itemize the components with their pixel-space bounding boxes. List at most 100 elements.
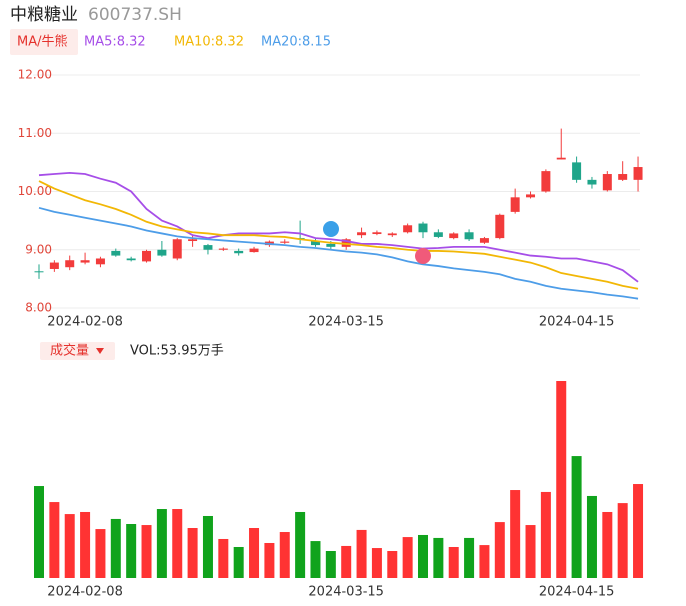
- y-tick-label: 8.00: [25, 301, 52, 315]
- candle-body: [249, 248, 259, 253]
- volume-bar: [448, 546, 459, 578]
- candle-body: [95, 258, 105, 265]
- volume-bar: [556, 381, 567, 578]
- volume-bar: [141, 525, 152, 578]
- candle-body: [633, 167, 643, 180]
- stock-name: 中粮糖业: [10, 5, 78, 25]
- stock-code: 600737.SH: [88, 5, 182, 25]
- volume-bar: [494, 522, 505, 578]
- volume-bar: [187, 528, 198, 578]
- volume-bar: [617, 503, 628, 578]
- candle-body: [418, 223, 428, 233]
- candle-body: [157, 249, 167, 256]
- ma-button-bg[interactable]: [10, 29, 78, 55]
- candle-body: [218, 248, 228, 250]
- candle-body: [310, 241, 320, 246]
- legend-entry: MA10:8.32: [174, 35, 244, 50]
- volume-bar: [202, 515, 213, 578]
- y-tick-label: 12.00: [18, 68, 52, 82]
- candle-body: [372, 232, 382, 235]
- candle-body: [556, 157, 566, 160]
- volume-bar: [110, 518, 121, 578]
- volume-bar: [540, 491, 551, 578]
- volume-bar: [479, 545, 490, 578]
- volume-bar: [264, 542, 275, 578]
- candle-body: [203, 245, 213, 250]
- volume-bar: [510, 490, 521, 578]
- volume-bar: [249, 528, 260, 578]
- x-tick-label: 2024-04-15: [539, 315, 615, 330]
- candle-body: [602, 174, 612, 191]
- volume-bar: [433, 537, 444, 578]
- candle-body: [126, 258, 136, 261]
- ma-button[interactable]: MA/牛熊: [17, 34, 68, 50]
- candle-body: [433, 232, 443, 237]
- volume-bar: [418, 534, 428, 578]
- candle-body: [188, 239, 198, 242]
- y-tick-label: 10.00: [18, 184, 52, 198]
- candle-body: [618, 174, 628, 180]
- candle-body: [587, 179, 597, 185]
- volume-bar: [95, 529, 106, 578]
- volume-bar: [571, 456, 582, 578]
- volume-bar: [586, 495, 597, 578]
- volume-bar: [279, 532, 290, 578]
- x-tick-label: 2024-02-08: [47, 315, 123, 330]
- bull-icon: [415, 248, 431, 264]
- candle-body: [464, 232, 474, 240]
- candle-body: [34, 271, 44, 273]
- volume-bar: [64, 514, 75, 578]
- volume-bar: [295, 511, 306, 578]
- y-tick-label: 11.00: [18, 126, 52, 140]
- candle-body: [387, 233, 397, 236]
- ma-line: [38, 206, 639, 300]
- volume-bar: [49, 502, 60, 578]
- volume-bar: [356, 529, 367, 578]
- volume-bar: [325, 551, 336, 578]
- volume-bar: [633, 484, 644, 578]
- volume-bar: [172, 509, 183, 578]
- candle-body: [142, 250, 152, 262]
- candle-body: [280, 241, 290, 243]
- candle-body: [49, 262, 59, 269]
- candle-body: [357, 232, 367, 236]
- candle-body: [510, 197, 520, 212]
- candle-body: [403, 225, 413, 233]
- candle-body: [541, 171, 551, 192]
- ma-line: [38, 180, 639, 290]
- candle-body: [526, 194, 536, 198]
- volume-bar: [218, 538, 229, 578]
- volume-bar: [34, 486, 44, 578]
- dropdown-arrow[interactable]: [96, 348, 104, 354]
- x-tick-label: 2024-04-15: [539, 585, 615, 600]
- volume-bar: [126, 524, 137, 578]
- legend-entry: MA20:8.15: [261, 35, 331, 50]
- candle-body: [479, 238, 489, 243]
- candle-body: [80, 260, 90, 263]
- volume-bar: [402, 537, 413, 578]
- volume-bar: [310, 541, 321, 578]
- x-tick-label: 2024-02-08: [47, 585, 123, 600]
- x-tick-label: 2024-03-15: [308, 315, 384, 330]
- bear-icon: [323, 221, 339, 237]
- volume-bar: [80, 511, 91, 578]
- candle-body: [495, 214, 505, 239]
- volume-bar: [525, 525, 536, 578]
- volume-bar: [341, 545, 352, 578]
- volume-bar: [233, 546, 244, 578]
- candle-body: [326, 243, 336, 247]
- volume-bar: [602, 511, 613, 578]
- volume-button[interactable]: 成交量: [50, 343, 89, 359]
- candle-body: [172, 239, 182, 259]
- candle-body: [65, 260, 75, 268]
- volume-bar: [371, 548, 382, 578]
- volume-label: VOL:53.95万手: [130, 344, 224, 359]
- candle-body: [111, 250, 121, 256]
- volume-button-bg[interactable]: [40, 342, 115, 360]
- ma-line: [38, 171, 639, 283]
- volume-bar: [387, 551, 398, 578]
- candle-body: [449, 233, 459, 239]
- candle-body: [234, 250, 244, 254]
- volume-bar: [464, 537, 475, 578]
